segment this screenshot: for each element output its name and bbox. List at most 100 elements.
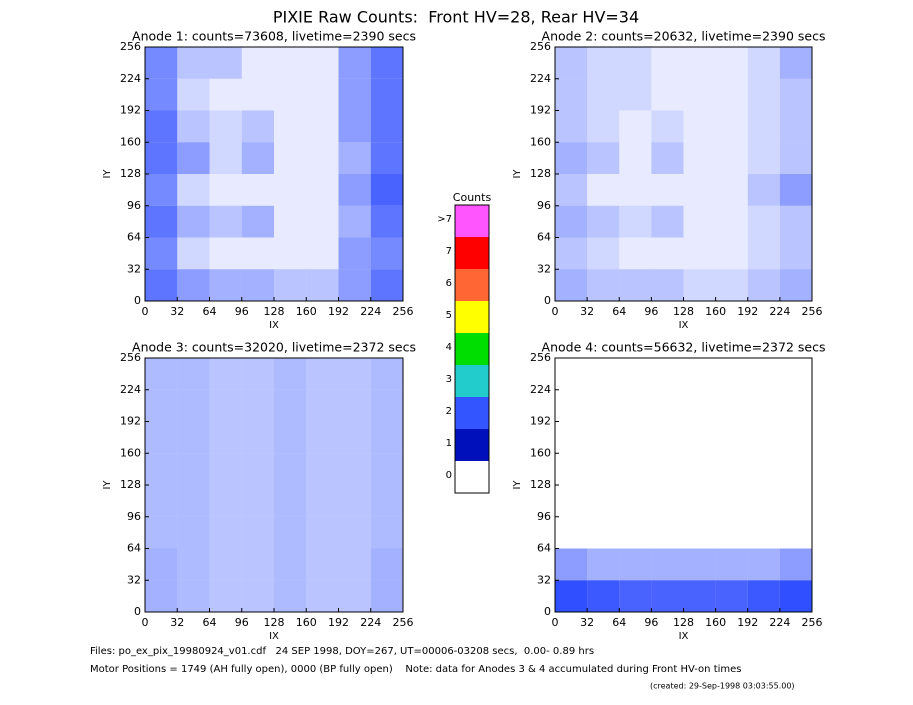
- density-cell: [338, 174, 371, 206]
- y-tick-label: 256: [530, 351, 551, 364]
- density-cell: [555, 422, 587, 454]
- density-cell: [338, 110, 371, 143]
- density-cell: [306, 580, 339, 612]
- density-cell: [306, 389, 339, 422]
- density-cell: [619, 580, 652, 612]
- density-cell: [370, 47, 403, 79]
- density-cell: [587, 580, 620, 612]
- x-tick-label: 96: [644, 616, 658, 629]
- colorbar-frame: [454, 204, 490, 494]
- density-cell: [716, 517, 748, 549]
- y-tick-label: 160: [120, 135, 141, 148]
- x-tick-label: 224: [769, 616, 790, 629]
- density-cell: [241, 78, 274, 111]
- density-cell: [209, 358, 242, 390]
- density-cell: [177, 453, 210, 485]
- density-cell: [780, 358, 812, 390]
- density-cell: [587, 485, 619, 517]
- density-cell: [747, 110, 780, 143]
- x-tick-label: 0: [552, 616, 559, 629]
- colorbar-label: 2: [446, 406, 452, 417]
- density-cell: [748, 517, 780, 549]
- density-cell: [241, 142, 274, 174]
- panel-title: Anode 3: counts=32020, livetime=2372 sec…: [132, 340, 416, 355]
- density-cell: [370, 174, 403, 206]
- density-cell: [306, 485, 339, 517]
- y-tick-label: 32: [127, 573, 141, 586]
- density-cell: [715, 237, 748, 270]
- density-cell: [306, 205, 339, 238]
- density-cell: [145, 269, 178, 301]
- density-cell: [683, 269, 716, 301]
- density-cell: [715, 205, 748, 238]
- y-tick-label: 96: [537, 199, 551, 212]
- density-cell: [370, 485, 403, 517]
- density-cell: [145, 142, 178, 174]
- colorbar-label: 3: [446, 374, 452, 385]
- density-cell: [619, 110, 652, 143]
- density-cell: [370, 110, 403, 143]
- density-cell: [145, 174, 178, 206]
- density-cell: [651, 517, 683, 549]
- y-tick-label: 128: [530, 167, 551, 180]
- density-cell: [209, 516, 242, 549]
- density-cell: [274, 389, 307, 422]
- x-tick-label: 256: [393, 616, 414, 629]
- density-cell: [555, 142, 588, 174]
- y-tick-label: 256: [120, 40, 141, 53]
- density-cell: [209, 485, 242, 517]
- density-cell: [683, 47, 716, 79]
- x-tick-label: 32: [170, 305, 184, 318]
- density-cell: [555, 485, 587, 517]
- density-cell: [209, 421, 242, 454]
- density-cell: [747, 269, 780, 301]
- x-tick-label: 160: [705, 616, 726, 629]
- density-cell: [274, 110, 307, 143]
- density-cell: [619, 422, 651, 454]
- y-tick-label: 256: [120, 351, 141, 364]
- y-tick-label: 64: [127, 231, 141, 244]
- density-cell: [241, 485, 274, 517]
- colorbar-label: 0: [446, 470, 452, 481]
- density-cell: [780, 390, 812, 422]
- density-cell: [274, 580, 307, 612]
- y-axis-label: IY: [512, 169, 523, 179]
- density-cell: [274, 548, 307, 581]
- y-tick-label: 192: [530, 415, 551, 428]
- y-tick-label: 32: [127, 262, 141, 275]
- density-cell: [241, 453, 274, 485]
- y-tick-label: 192: [120, 415, 141, 428]
- density-cell: [651, 78, 684, 111]
- colorbar-cell: [455, 365, 489, 397]
- y-tick-label: 0: [134, 605, 141, 618]
- density-cell: [177, 516, 210, 549]
- density-cell: [177, 237, 210, 270]
- density-cell: [715, 580, 748, 612]
- density-cell: [370, 237, 403, 270]
- density-cell: [306, 78, 339, 111]
- density-cell: [779, 237, 812, 270]
- density-cell: [306, 358, 339, 390]
- density-cell: [587, 174, 620, 206]
- colorbar-label: 6: [446, 278, 452, 289]
- y-tick-label: 128: [120, 478, 141, 491]
- density-cell: [555, 358, 587, 390]
- density-cell: [338, 47, 371, 79]
- density-cell: [715, 548, 748, 581]
- x-tick-label: 224: [360, 305, 381, 318]
- density-cell: [587, 358, 619, 390]
- density-cell: [748, 358, 780, 390]
- x-tick-label: 32: [170, 616, 184, 629]
- density-cell: [177, 421, 210, 454]
- density-cell: [747, 580, 780, 612]
- density-cell: [619, 78, 652, 111]
- x-tick-label: 256: [393, 305, 414, 318]
- density-cell: [338, 78, 371, 111]
- panel-title: Anode 1: counts=73608, livetime=2390 sec…: [132, 29, 416, 44]
- density-cell: [306, 174, 339, 206]
- density-cell: [145, 580, 178, 612]
- density-cell: [587, 110, 620, 143]
- density-cell: [370, 358, 403, 390]
- density-cell: [619, 269, 652, 301]
